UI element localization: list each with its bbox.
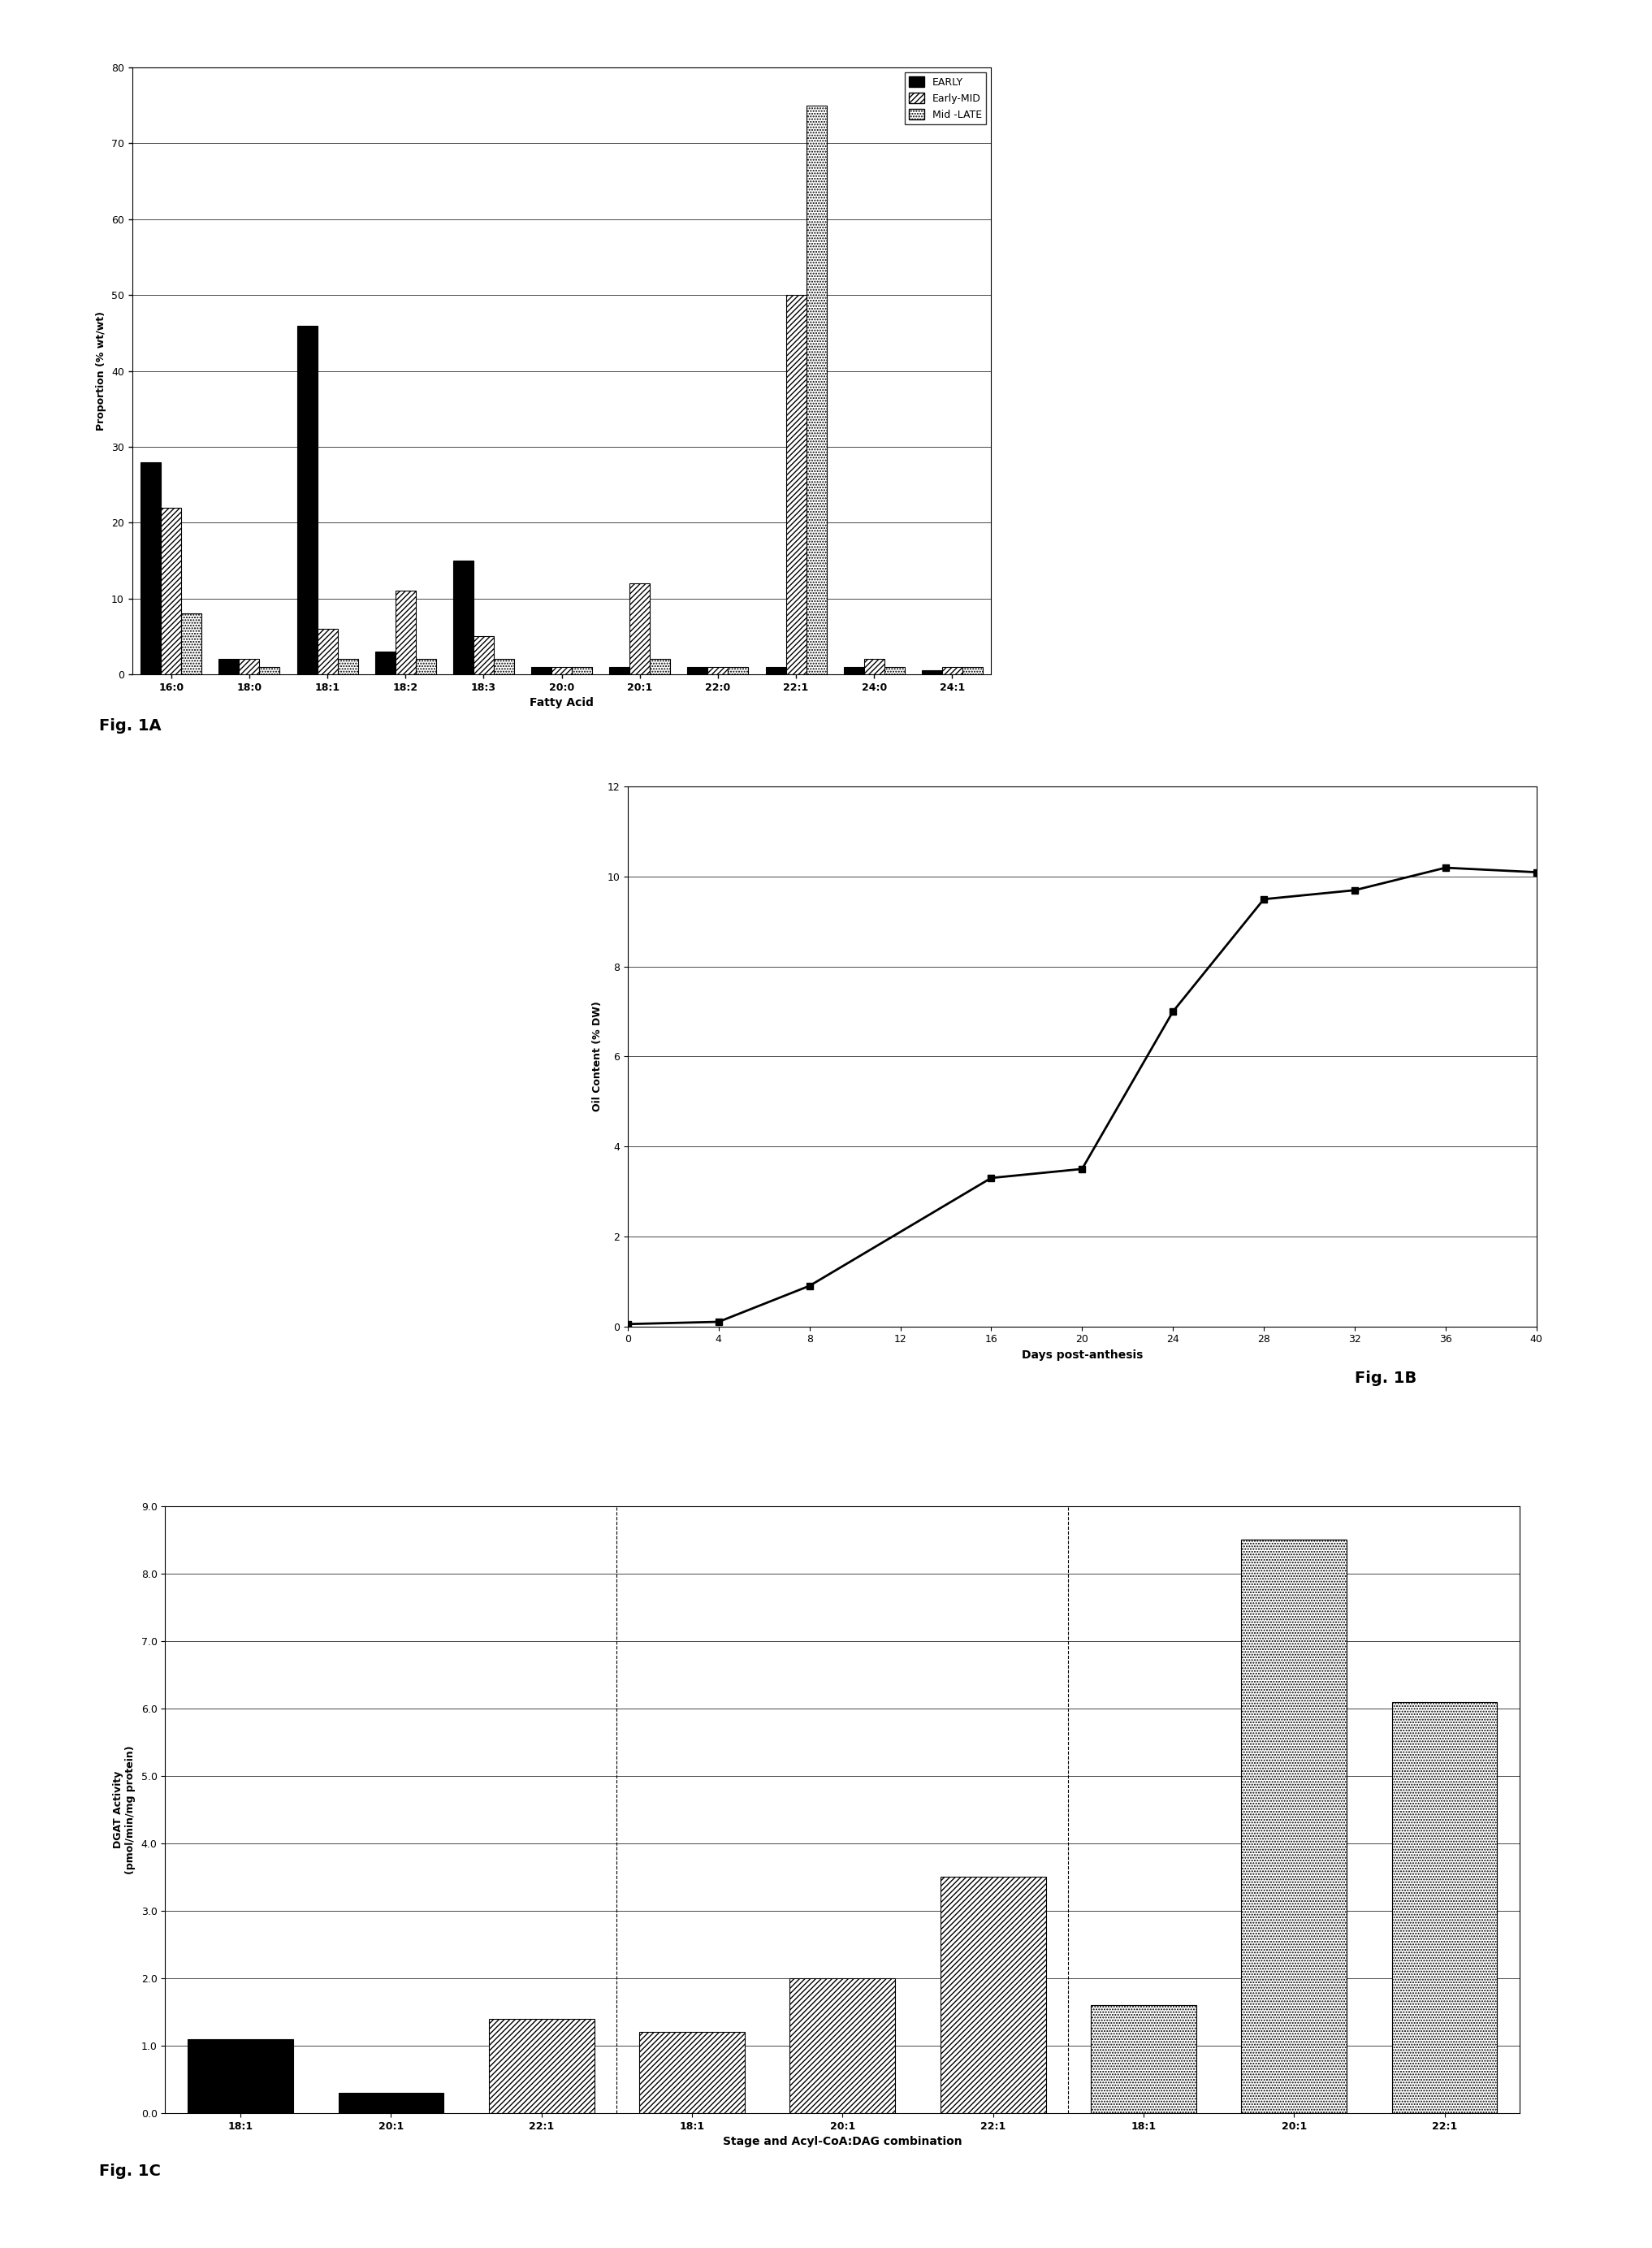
Bar — [218, 659, 240, 674]
Bar — [1241, 1540, 1346, 2113]
X-axis label: Days post-anthesis: Days post-anthesis — [1021, 1349, 1143, 1360]
Bar — [765, 668, 786, 674]
Bar — [552, 668, 572, 674]
Text: Fig. 1B: Fig. 1B — [1355, 1371, 1416, 1385]
Bar — [806, 106, 826, 674]
Bar — [317, 629, 337, 674]
Bar — [240, 659, 259, 674]
Bar — [790, 1978, 895, 2113]
Bar — [572, 668, 591, 674]
Bar — [707, 668, 729, 674]
Bar — [339, 2093, 444, 2113]
Bar — [375, 652, 395, 674]
Bar — [610, 668, 629, 674]
Bar — [160, 508, 182, 674]
Bar — [395, 591, 416, 674]
Y-axis label: Oil Content (% DW): Oil Content (% DW) — [591, 1000, 603, 1113]
Bar — [649, 659, 671, 674]
Bar — [188, 2039, 292, 2113]
Bar — [416, 659, 436, 674]
Bar — [922, 670, 942, 674]
Bar — [297, 326, 317, 674]
Bar — [639, 2032, 745, 2113]
Bar — [140, 463, 160, 674]
Bar — [259, 668, 279, 674]
Bar — [337, 659, 358, 674]
Bar — [864, 659, 884, 674]
Legend: EARLY, Early-MID, Mid -LATE: EARLY, Early-MID, Mid -LATE — [905, 72, 986, 124]
Text: Fig. 1A: Fig. 1A — [99, 719, 162, 733]
Bar — [844, 668, 864, 674]
Bar — [182, 614, 202, 674]
Y-axis label: Proportion (% wt/wt): Proportion (% wt/wt) — [96, 310, 107, 432]
Bar — [532, 668, 552, 674]
Bar — [474, 636, 494, 674]
Bar — [453, 560, 474, 674]
Bar — [963, 668, 983, 674]
X-axis label: Fatty Acid: Fatty Acid — [530, 697, 593, 708]
Bar — [729, 668, 748, 674]
Y-axis label: DGAT Activity
(pmol/min/mg protein): DGAT Activity (pmol/min/mg protein) — [112, 1744, 135, 1875]
Bar — [1090, 2005, 1196, 2113]
Bar — [494, 659, 514, 674]
Bar — [884, 668, 905, 674]
Bar — [687, 668, 707, 674]
Text: Fig. 1C: Fig. 1C — [99, 2165, 160, 2178]
X-axis label: Stage and Acyl-CoA:DAG combination: Stage and Acyl-CoA:DAG combination — [724, 2136, 961, 2147]
Bar — [489, 2019, 595, 2113]
Bar — [940, 1877, 1046, 2113]
Bar — [629, 584, 649, 674]
Bar — [942, 668, 963, 674]
Bar — [1393, 1702, 1497, 2113]
Bar — [786, 294, 806, 674]
